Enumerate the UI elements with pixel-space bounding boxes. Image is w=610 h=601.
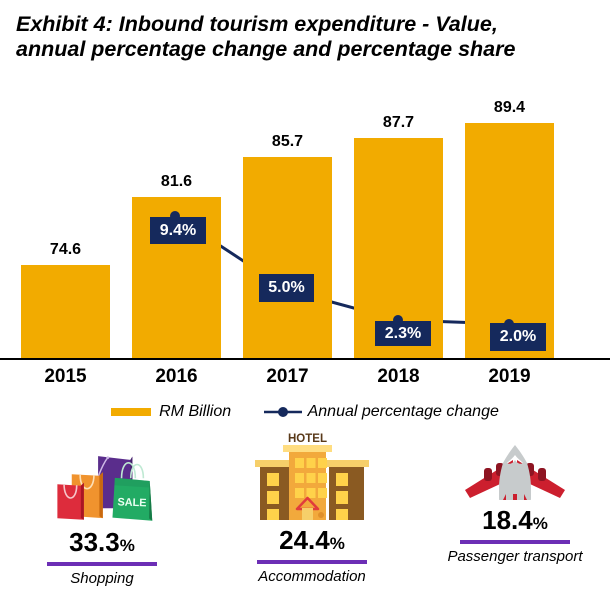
svg-text:HOTEL: HOTEL [288, 433, 327, 445]
svg-text:SALE: SALE [117, 496, 146, 509]
